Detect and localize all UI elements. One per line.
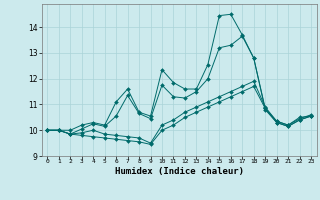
X-axis label: Humidex (Indice chaleur): Humidex (Indice chaleur) (115, 167, 244, 176)
